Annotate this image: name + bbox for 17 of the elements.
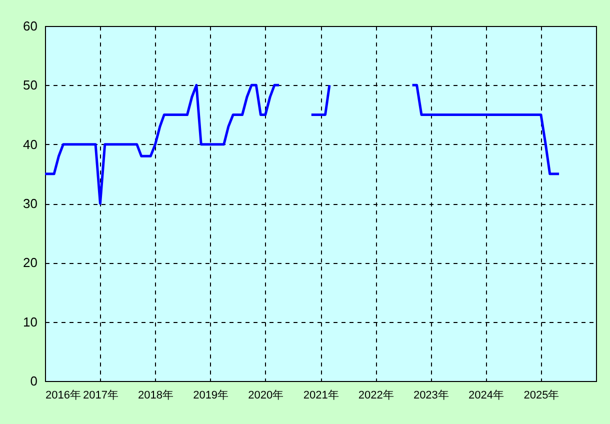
x-tick-label: 2022年 — [358, 390, 394, 402]
y-tick-label: 20 — [23, 255, 38, 270]
y-tick-label: 30 — [23, 196, 38, 211]
x-tick-label: 2020年 — [248, 390, 284, 402]
x-tick-label: 2017年 — [82, 390, 118, 402]
x-tick-label: 2016年 — [46, 390, 81, 402]
x-tick-label: 2021年 — [303, 390, 339, 402]
x-tick-label: 2023年 — [413, 390, 449, 402]
y-tick-label: 50 — [23, 78, 38, 93]
x-tick-label: 2025年 — [524, 390, 560, 402]
x-tick-label: 2019年 — [193, 390, 229, 402]
y-tick-label: 10 — [23, 314, 38, 330]
x-tick-label: 2018年 — [138, 390, 174, 402]
y-tick-label: 60 — [23, 18, 38, 34]
y-tick-label: 0 — [30, 374, 38, 388]
x-tick-label: 2024年 — [468, 390, 504, 402]
y-tick-label: 40 — [23, 136, 38, 152]
